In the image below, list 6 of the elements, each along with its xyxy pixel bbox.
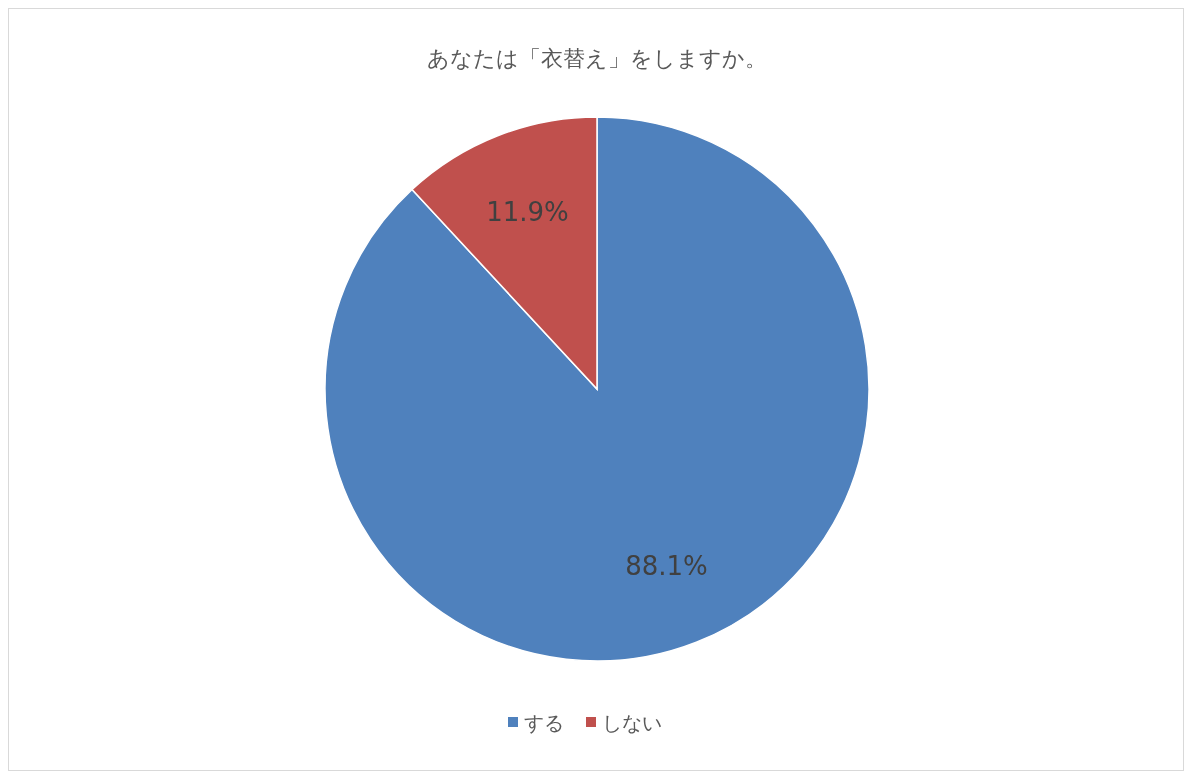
pie-slice <box>324 116 870 662</box>
legend-label: する <box>524 711 564 735</box>
data-label: 11.9% <box>486 196 569 227</box>
data-label: 88.1% <box>625 551 708 582</box>
legend-label: しない <box>602 711 662 735</box>
chart-title: あなたは「衣替え」をしますか。 <box>427 46 767 71</box>
